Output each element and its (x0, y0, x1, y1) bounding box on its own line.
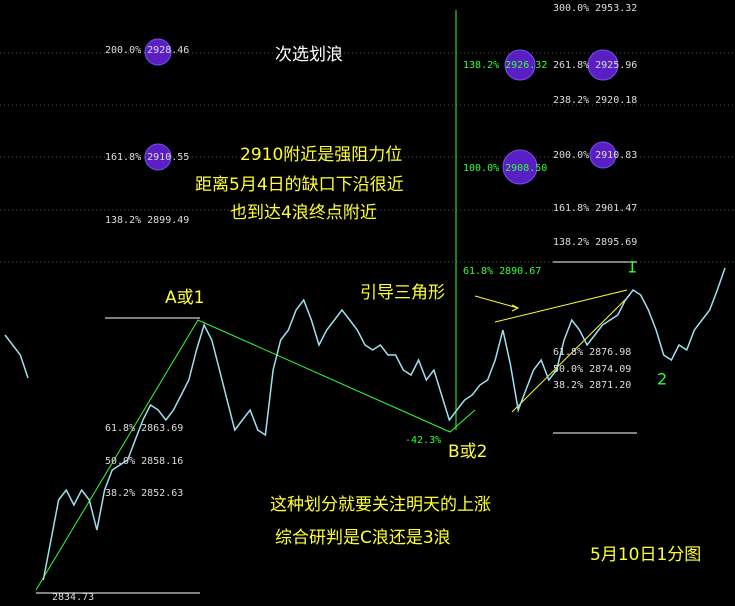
fib-level-label: 300.0% 2953.32 (553, 3, 637, 14)
fib-level-label: 238.2% 2920.18 (553, 95, 637, 106)
annotation: 2910附近是强阻力位 (240, 145, 402, 165)
fib-level-label: 100.0% 2908.50 (463, 163, 547, 174)
fib-level-label: 61.8% 2890.67 (463, 266, 541, 277)
annotation: 综合研判是C浪还是3浪 (275, 528, 451, 548)
price-line (42, 267, 726, 581)
annotation: 2 (657, 370, 667, 389)
fib-level-label: 61.8% 2876.98 (553, 347, 631, 358)
annotation: A或1 (165, 288, 204, 308)
annotation: B或2 (448, 442, 487, 462)
triangle (474, 289, 631, 413)
fib-level-label: 161.8% 2901.47 (553, 203, 637, 214)
chart-title: 次选划浪 (275, 45, 343, 65)
fib-level-label: 200.0% 2910.83 (553, 150, 637, 161)
chart-subtitle: 5月10日1分图 (590, 545, 701, 565)
fib-level-label: 38.2% 2871.20 (553, 380, 631, 391)
fib-level-label: 50.0% 2874.09 (553, 364, 631, 375)
annotation: 距离5月4日的缺口下沿很近 (195, 175, 404, 195)
annotation: 也到达4浪终点附近 (230, 203, 377, 223)
fib-level-label: 261.8% 2925.96 (553, 60, 637, 71)
annotation: 1 (627, 258, 637, 277)
wave-line (35, 319, 476, 591)
annotation: -42.3% (405, 435, 441, 446)
annotation: 这种划分就要关注明天的上涨 (270, 495, 491, 515)
fib-level-label: 61.8% 2863.69 (105, 423, 183, 434)
fib-level-label: 38.2% 2852.63 (105, 488, 183, 499)
annotation: 引导三角形 (360, 283, 445, 303)
fib-level-label: 138.2% 2926.32 (463, 60, 547, 71)
markers (144, 38, 619, 185)
fib-level-label: 50.0% 2858.16 (105, 456, 183, 467)
price-line (4, 334, 29, 379)
fib-level-label: 138.2% 2895.69 (553, 237, 637, 248)
fib-level-label: 2834.73 (52, 592, 94, 603)
fib-level-label: 161.8% 2910.55 (105, 152, 189, 163)
level-lines (36, 261, 637, 594)
fib-level-label: 138.2% 2899.49 (105, 215, 189, 226)
fib-level-label: 200.0% 2928.46 (105, 45, 189, 56)
